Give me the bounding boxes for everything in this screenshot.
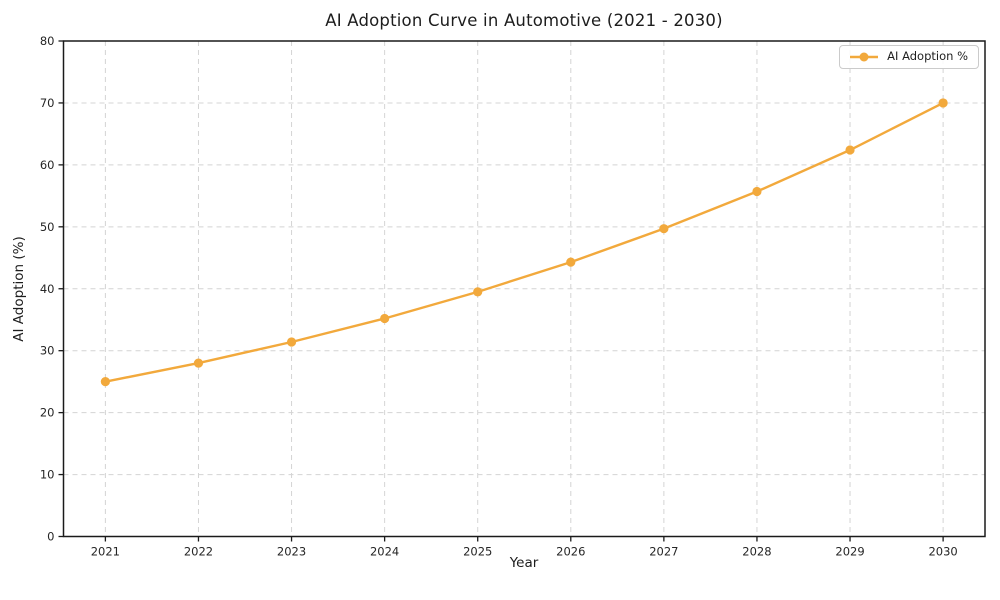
y-tick-label: 70 (40, 96, 55, 110)
data-point-marker (286, 337, 297, 347)
data-point-marker (659, 224, 669, 234)
y-tick-label: 40 (40, 282, 55, 296)
y-tick-label: 80 (40, 34, 55, 48)
y-tick-label: 60 (40, 158, 55, 172)
data-point-marker (845, 145, 855, 155)
y-tick-label: 30 (40, 344, 55, 358)
x-tick-label: 2027 (649, 545, 678, 559)
legend-label: AI Adoption % (887, 49, 968, 64)
x-tick-label: 2026 (556, 545, 585, 559)
x-tick-label: 2025 (463, 545, 492, 559)
data-point-marker (380, 313, 390, 324)
x-tick-label: 2030 (928, 545, 957, 559)
x-tick-label: 2024 (370, 545, 399, 559)
data-point-marker (473, 287, 483, 297)
x-tick-label: 2023 (277, 545, 306, 559)
x-tick-label: 2021 (91, 545, 120, 559)
y-tick-label: 0 (47, 530, 54, 544)
x-tick-label: 2028 (742, 545, 771, 559)
data-point-marker (100, 377, 110, 387)
x-tick-label: 2029 (835, 545, 864, 559)
data-point-marker (938, 98, 948, 108)
y-tick-label: 20 (40, 406, 55, 420)
data-point-marker (752, 186, 762, 197)
data-line (104, 101, 945, 383)
legend-line-marker-icon (850, 52, 879, 62)
chart-title: AI Adoption Curve in Automotive (2021 - … (325, 11, 723, 30)
legend: AI Adoption % (839, 45, 979, 69)
x-tick-label: 2022 (184, 545, 213, 559)
data-point-marker (193, 358, 204, 368)
y-axis-label: AI Adoption (%) (11, 236, 27, 342)
data-point-marker (566, 257, 576, 267)
y-tick-label: 10 (40, 468, 55, 482)
x-axis-label: Year (509, 555, 539, 571)
y-tick-label: 50 (40, 220, 55, 234)
